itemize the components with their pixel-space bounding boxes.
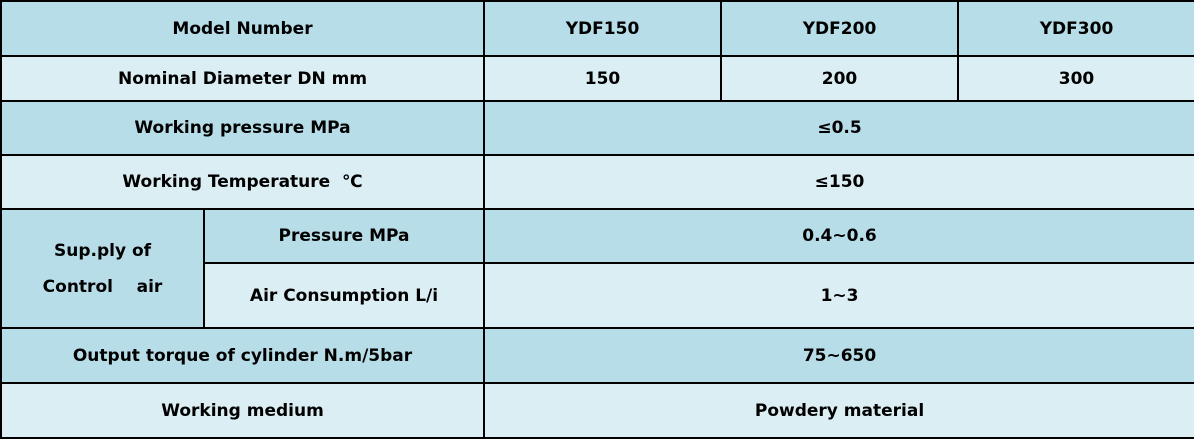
row-output-torque: Output torque of cylinder N.m/5bar 75~65…	[0, 327, 1194, 384]
working-medium-value: Powdery material	[483, 382, 1194, 439]
row-air-consumption: Air Consumption L/i 1~3	[1, 262, 1194, 329]
working-pressure-value: ≤0.5	[483, 100, 1194, 156]
diameter-300: 300	[957, 55, 1194, 102]
working-pressure-label: Working pressure MPa	[0, 100, 486, 156]
model-ydf150: YDF150	[483, 0, 723, 57]
nominal-diameter-label: Nominal Diameter DN mm	[0, 55, 486, 102]
control-air-label-line2: Control air	[42, 276, 163, 297]
air-pressure-value: 0.4~0.6	[483, 208, 1194, 264]
diameter-150: 150	[483, 55, 723, 102]
row-nominal-diameter: Nominal Diameter DN mm 150 200 300	[0, 55, 1194, 102]
row-working-pressure: Working pressure MPa ≤0.5	[0, 100, 1194, 156]
model-number-label: Model Number	[0, 0, 486, 57]
control-air-label-line1: Sup.ply of	[53, 240, 152, 261]
row-control-air-pressure: Sup.ply of Control air Pressure MPa 0.4~…	[0, 208, 1194, 329]
row-working-temperature: Working Temperature ℃ ≤150	[0, 154, 1194, 210]
row-model-number: Model Number YDF150 YDF200 YDF300	[0, 0, 1194, 57]
control-air-label: Sup.ply of Control air	[0, 208, 205, 329]
row-working-medium: Working medium Powdery material	[0, 382, 1194, 439]
output-torque-label: Output torque of cylinder N.m/5bar	[0, 327, 486, 384]
air-consumption-label: Air Consumption L/i	[202, 262, 486, 329]
working-temperature-label: Working Temperature ℃	[0, 154, 486, 210]
model-ydf300: YDF300	[957, 0, 1194, 57]
diameter-200: 200	[720, 55, 960, 102]
output-torque-value: 75~650	[483, 327, 1194, 384]
working-medium-label: Working medium	[0, 382, 486, 439]
working-temperature-value: ≤150	[483, 154, 1194, 210]
model-ydf200: YDF200	[720, 0, 960, 57]
air-pressure-label: Pressure MPa	[202, 208, 486, 264]
air-consumption-value: 1~3	[483, 262, 1194, 329]
